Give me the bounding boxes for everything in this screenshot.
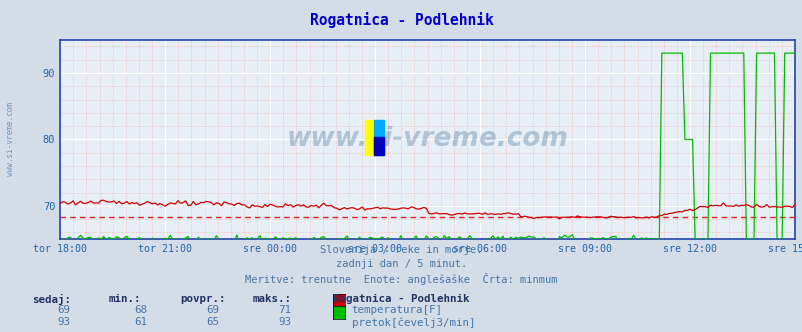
Text: 93: 93	[58, 317, 71, 327]
Text: maks.:: maks.:	[253, 294, 292, 304]
Text: 71: 71	[278, 305, 291, 315]
Text: Rogatnica - Podlehnik: Rogatnica - Podlehnik	[310, 12, 492, 28]
Text: sedaj:: sedaj:	[32, 294, 71, 305]
Bar	[374, 120, 383, 155]
Text: Rogatnica - Podlehnik: Rogatnica - Podlehnik	[333, 294, 469, 304]
Text: 93: 93	[278, 317, 291, 327]
Text: Meritve: trenutne  Enote: anglešaške  Črta: minmum: Meritve: trenutne Enote: anglešaške Črta…	[245, 273, 557, 285]
Text: Slovenija / reke in morje.: Slovenija / reke in morje.	[320, 245, 482, 255]
Text: 69: 69	[58, 305, 71, 315]
Text: 65: 65	[206, 317, 219, 327]
Text: www.si-vreme.com: www.si-vreme.com	[286, 126, 568, 152]
Bar	[365, 120, 374, 155]
Text: 68: 68	[134, 305, 147, 315]
Text: povpr.:: povpr.:	[180, 294, 226, 304]
Text: zadnji dan / 5 minut.: zadnji dan / 5 minut.	[335, 259, 467, 269]
Text: min.:: min.:	[108, 294, 140, 304]
Text: 61: 61	[134, 317, 147, 327]
Text: 69: 69	[206, 305, 219, 315]
Text: www.si-vreme.com: www.si-vreme.com	[6, 103, 15, 176]
Bar	[374, 137, 383, 155]
Text: pretok[čevelj3/min]: pretok[čevelj3/min]	[351, 317, 475, 328]
Text: temperatura[F]: temperatura[F]	[351, 305, 442, 315]
